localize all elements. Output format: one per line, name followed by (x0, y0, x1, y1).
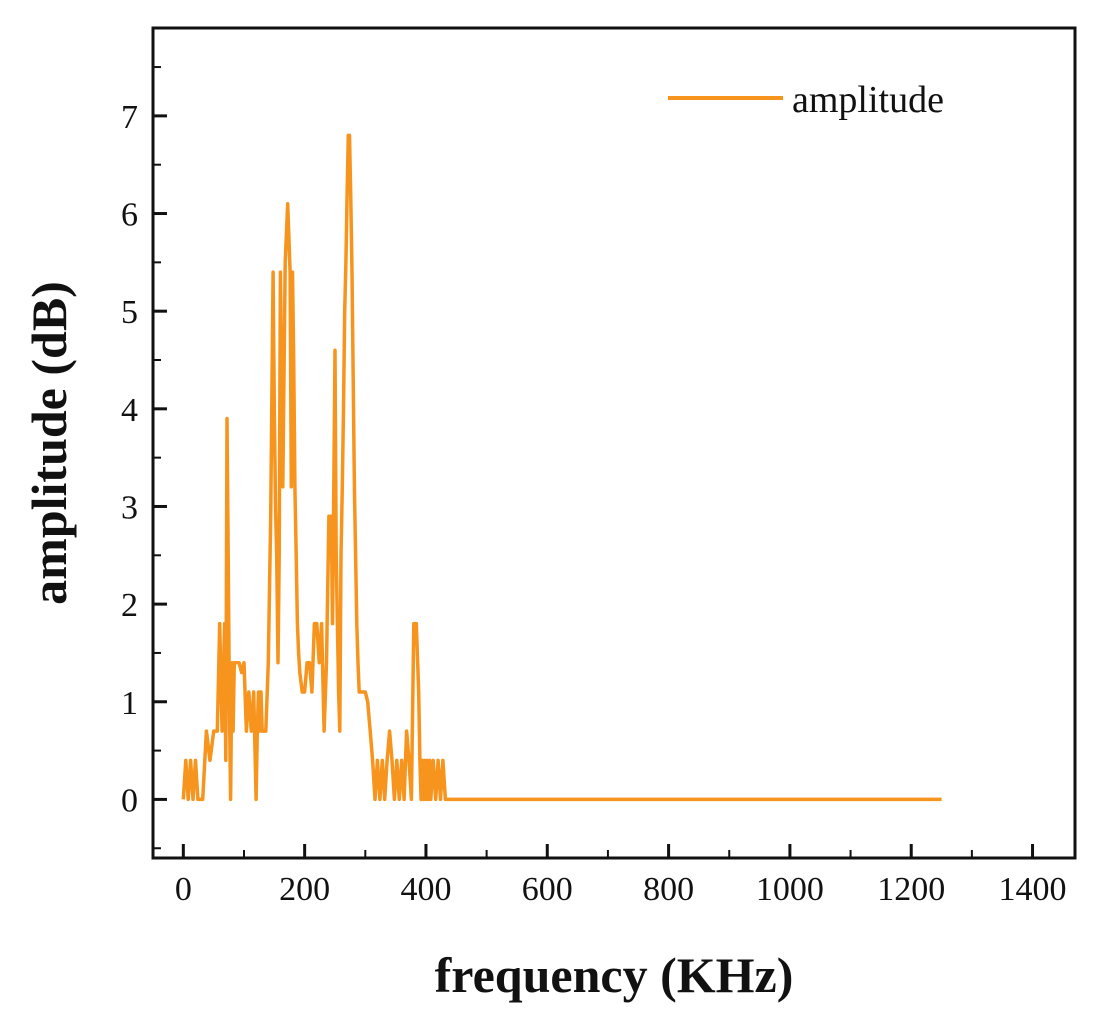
x-tick-label: 400 (400, 871, 451, 908)
x-tick-label: 1000 (756, 871, 824, 908)
x-axis-title: frequency (KHz) (435, 947, 794, 1003)
series-layer (181, 133, 942, 802)
x-tick-label: 0 (175, 871, 192, 908)
y-tick-label: 1 (121, 685, 138, 722)
x-tick-label: 200 (279, 871, 330, 908)
y-axis: 0 1 2 3 4 5 6 7 (121, 66, 167, 850)
y-tick-label: 3 (121, 489, 138, 526)
legend: amplitude (668, 79, 944, 121)
y-tick-label: 6 (121, 197, 138, 234)
y-tick-label: 5 (121, 294, 138, 331)
y-tick-label: 7 (121, 99, 138, 136)
y-axis-title: amplitude (dB) (21, 281, 77, 605)
plot-frame (151, 26, 1077, 860)
x-tick-label: 1400 (999, 871, 1067, 908)
y-tick-label: 4 (121, 392, 138, 429)
x-tick-label: 1200 (877, 871, 945, 908)
legend-label: amplitude (792, 79, 944, 121)
x-tick-label: 800 (643, 871, 694, 908)
x-tick-label: 600 (522, 871, 573, 908)
series-line-amplitude (181, 133, 942, 802)
x-axis: 0 200 400 600 800 1000 1200 1400 (175, 844, 1067, 908)
y-tick-label: 2 (121, 587, 138, 624)
y-tick-label: 0 (121, 782, 138, 819)
